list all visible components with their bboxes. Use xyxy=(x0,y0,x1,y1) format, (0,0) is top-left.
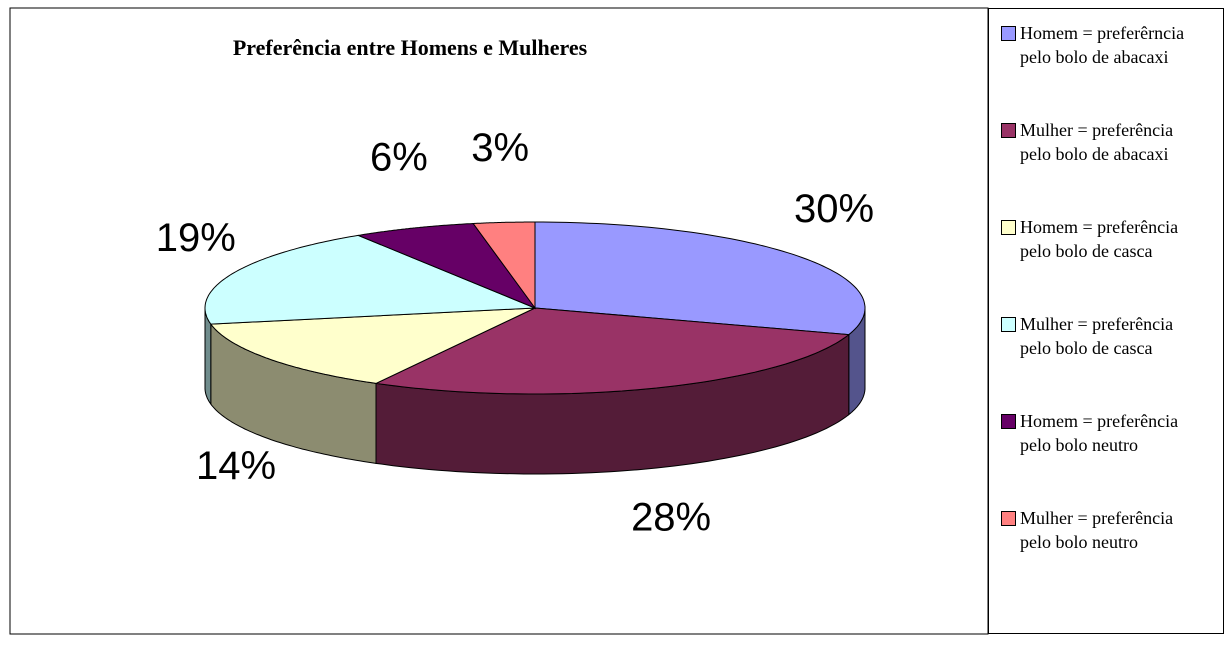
legend: Homem = preferêrncia pelo bolo de abacax… xyxy=(988,8,1224,634)
data-label: 19% xyxy=(156,216,236,260)
pie-slice xyxy=(534,221,866,336)
legend-swatch xyxy=(1001,317,1016,332)
data-label: 14% xyxy=(196,444,276,488)
legend-label: Homem = preferência pelo bolo neutro xyxy=(1020,411,1179,455)
legend-label: Homem = preferêrncia pelo bolo de abacax… xyxy=(1020,23,1185,67)
pie-slice xyxy=(356,222,537,310)
legend-entry: Mulher = preferência pelo bolo de casca xyxy=(1001,312,1201,360)
legend-swatch xyxy=(1001,414,1016,429)
data-label: 3% xyxy=(471,126,529,170)
pie-slice xyxy=(204,234,536,325)
legend-entry: Homem = preferência pelo bolo de casca xyxy=(1001,215,1201,263)
data-label: 30% xyxy=(794,187,874,231)
legend-label: Mulher = preferência pelo bolo de abacax… xyxy=(1020,120,1174,164)
legend-swatch xyxy=(1001,26,1016,41)
pie-slice xyxy=(209,307,536,384)
data-label: 6% xyxy=(370,136,428,180)
legend-entry: Mulher = preferência pelo bolo de abacax… xyxy=(1001,118,1201,166)
legend-label: Homem = preferência pelo bolo de casca xyxy=(1020,217,1179,261)
legend-swatch xyxy=(1001,511,1016,526)
chart-title: Preferência entre Homens e Mulheres xyxy=(233,35,588,60)
pie-slice xyxy=(472,221,536,310)
legend-entry: Homem = preferência pelo bolo neutro xyxy=(1001,409,1201,457)
legend-swatch xyxy=(1001,123,1016,138)
legend-entry: Homem = preferêrncia pelo bolo de abacax… xyxy=(1001,21,1201,69)
data-label: 28% xyxy=(631,495,711,539)
legend-swatch xyxy=(1001,220,1016,235)
legend-label: Mulher = preferência pelo bolo de casca xyxy=(1020,314,1174,358)
legend-entry: Mulher = preferência pelo bolo neutro xyxy=(1001,506,1201,554)
pie-slice xyxy=(374,307,851,395)
legend-label: Mulher = preferência pelo bolo neutro xyxy=(1020,508,1174,552)
